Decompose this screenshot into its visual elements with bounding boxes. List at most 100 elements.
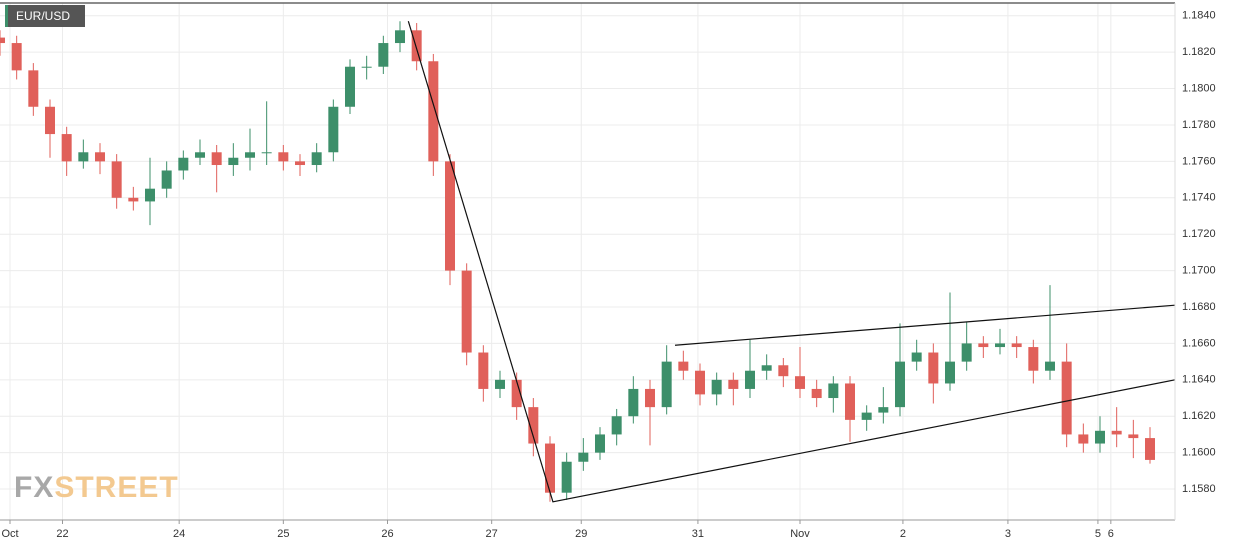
candle-body bbox=[428, 61, 439, 162]
candle-body bbox=[161, 170, 172, 189]
candle-body bbox=[178, 157, 189, 171]
plot-area bbox=[0, 21, 1176, 503]
candle-body bbox=[245, 152, 255, 158]
candle-body bbox=[911, 352, 922, 362]
x-tick-label: Oct bbox=[1, 528, 18, 540]
candle-body bbox=[1028, 347, 1039, 371]
candle-body bbox=[11, 43, 22, 71]
y-tick-label: 1.1580 bbox=[1182, 483, 1216, 495]
candle-body bbox=[145, 188, 155, 202]
candle-body bbox=[278, 152, 289, 162]
candle-body bbox=[1095, 430, 1105, 444]
candle-body bbox=[961, 343, 972, 362]
candle-body bbox=[1128, 434, 1139, 439]
trend-line bbox=[674, 304, 1176, 346]
candle-body bbox=[345, 66, 355, 107]
y-tick-label: 1.1740 bbox=[1182, 192, 1216, 204]
candle-body bbox=[828, 383, 839, 399]
symbol-box bbox=[5, 5, 85, 27]
watermark-street: STREET bbox=[54, 471, 178, 504]
x-tick-label: 27 bbox=[486, 528, 498, 540]
candle-body bbox=[495, 379, 505, 389]
y-tick-label: 1.1780 bbox=[1182, 119, 1216, 131]
candle-body bbox=[928, 352, 939, 384]
candle-body bbox=[645, 388, 655, 408]
x-tick-label: 5 bbox=[1095, 528, 1101, 540]
candle-body bbox=[511, 379, 522, 408]
y-tick-label: 1.1800 bbox=[1182, 82, 1216, 94]
candle-body bbox=[778, 365, 789, 377]
y-tick-label: 1.1640 bbox=[1182, 374, 1216, 386]
candle-body bbox=[478, 352, 489, 389]
candle-body bbox=[461, 270, 472, 353]
candle-body bbox=[611, 416, 622, 435]
y-tick-label: 1.1600 bbox=[1182, 447, 1216, 459]
watermark-fx: FX bbox=[14, 471, 54, 504]
candle-body bbox=[528, 407, 539, 444]
y-tick-label: 1.1620 bbox=[1182, 410, 1216, 422]
y-tick-label: 1.1760 bbox=[1182, 155, 1216, 167]
x-tick-label: 24 bbox=[173, 528, 185, 540]
x-tick-label: 26 bbox=[381, 528, 393, 540]
symbol-stripe bbox=[5, 5, 8, 27]
x-tick-label: 6 bbox=[1108, 528, 1114, 540]
candle-body bbox=[111, 161, 122, 198]
candle-body bbox=[945, 361, 955, 384]
candle-body bbox=[1045, 361, 1055, 371]
candle-body bbox=[995, 343, 1005, 348]
watermark: FXSTREET bbox=[14, 471, 179, 504]
candle-body bbox=[361, 66, 372, 68]
candle-body bbox=[878, 407, 889, 413]
candle-body bbox=[845, 383, 855, 420]
x-tick-label: 2 bbox=[900, 528, 906, 540]
trend-line bbox=[407, 21, 1176, 503]
candle-body bbox=[211, 152, 222, 166]
candle-body bbox=[295, 161, 305, 166]
x-tick-label: 22 bbox=[56, 528, 68, 540]
candle-body bbox=[578, 452, 589, 462]
candle-body bbox=[695, 370, 705, 395]
candle-body bbox=[1078, 434, 1089, 444]
candle-body bbox=[1145, 438, 1155, 460]
x-tick-label: 29 bbox=[575, 528, 587, 540]
candle-body bbox=[745, 370, 755, 389]
candle-body bbox=[1011, 343, 1022, 348]
candle-body bbox=[445, 161, 455, 271]
x-tick-label: 25 bbox=[277, 528, 289, 540]
candle-body bbox=[378, 43, 389, 67]
y-tick-label: 1.1660 bbox=[1182, 337, 1216, 349]
candle-body bbox=[728, 379, 739, 389]
y-tick-label: 1.1720 bbox=[1182, 228, 1216, 240]
candle-body bbox=[561, 461, 572, 493]
candle-body bbox=[195, 152, 205, 158]
candle-body bbox=[128, 197, 139, 202]
y-tick-label: 1.1700 bbox=[1182, 265, 1216, 277]
y-tick-label: 1.1820 bbox=[1182, 46, 1216, 58]
candle-body bbox=[895, 361, 905, 408]
candle-body bbox=[395, 30, 405, 44]
candle-body bbox=[628, 388, 639, 417]
candle-body bbox=[761, 365, 772, 371]
candle-body bbox=[811, 388, 822, 399]
candle-body bbox=[78, 152, 89, 162]
grid bbox=[0, 3, 1175, 520]
candle-body bbox=[595, 434, 605, 453]
candle-body bbox=[45, 106, 55, 135]
candle-body bbox=[95, 152, 105, 162]
candle-body bbox=[795, 376, 805, 389]
candle-body bbox=[1111, 430, 1122, 435]
candle-body bbox=[311, 152, 322, 166]
candle-body bbox=[328, 106, 339, 153]
y-tick-label: 1.1840 bbox=[1182, 10, 1216, 22]
y-tick-label: 1.1680 bbox=[1182, 301, 1216, 313]
candle-body bbox=[261, 152, 272, 154]
x-tick-label: 3 bbox=[1005, 528, 1011, 540]
candle-body bbox=[861, 412, 872, 420]
candle-body bbox=[228, 157, 239, 166]
chart-title: EUR/USD bbox=[16, 9, 70, 23]
candle-body bbox=[678, 361, 689, 371]
candle-body bbox=[0, 37, 5, 44]
candle-body bbox=[661, 361, 672, 408]
